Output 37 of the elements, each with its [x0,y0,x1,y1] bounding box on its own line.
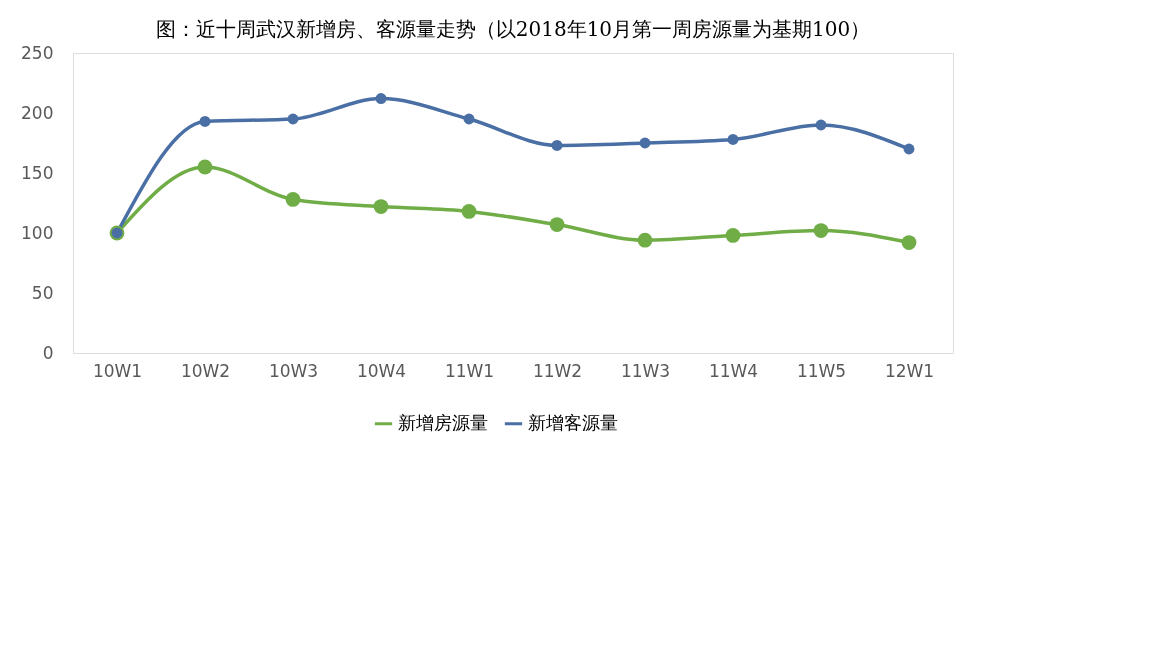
point [901,235,917,250]
x-tick-label: 11W3 [620,360,671,381]
y-tick-label: 250 [21,42,54,63]
point [549,217,565,232]
point [639,137,651,149]
legend-label: 新增房源量 [398,411,488,433]
x-tick-label: 11W1 [444,360,495,381]
point [197,159,213,175]
x-tick-label: 11W5 [796,360,847,381]
y-tick-label: 0 [42,342,54,363]
x-tick-label: 10W1 [92,360,143,381]
point [637,232,653,248]
point [725,228,741,243]
x-tick-label: 10W3 [268,360,319,381]
point [813,223,829,238]
x-tick-label: 10W4 [356,360,407,381]
point [287,113,299,125]
point [199,115,211,127]
point [373,199,389,214]
legend-label: 新增客源量 [528,411,618,433]
point [375,93,387,105]
point [727,133,739,145]
point [815,119,827,131]
point [285,192,301,207]
point [551,139,563,151]
x-tick-label: 11W2 [532,360,583,381]
point [903,143,915,155]
y-tick-label: 200 [21,102,54,123]
x-tick-label: 10W2 [180,360,231,381]
x-tick-label: 11W4 [708,360,759,381]
y-tick-label: 50 [31,282,54,303]
chart-title: 图：近十周武汉新增房、客源量走势（以2018年10月第一周房源量为基期100） [155,17,871,41]
x-tick-label: 12W1 [884,360,935,381]
y-tick-label: 100 [21,222,54,243]
y-tick-label: 150 [21,162,54,183]
point [461,204,477,219]
point [463,113,475,125]
